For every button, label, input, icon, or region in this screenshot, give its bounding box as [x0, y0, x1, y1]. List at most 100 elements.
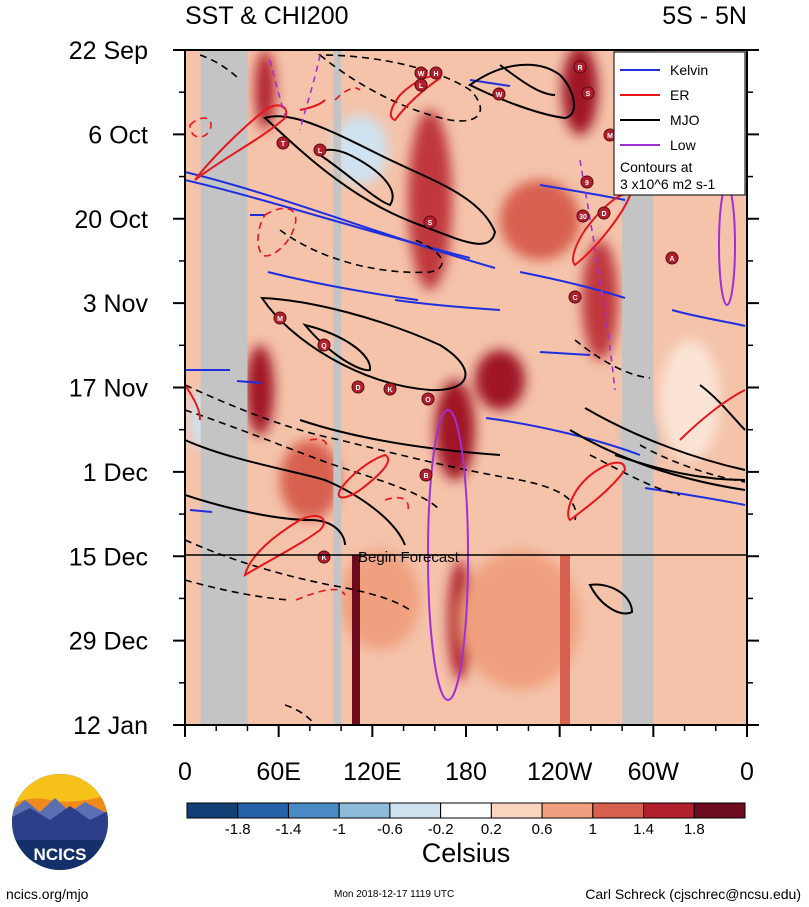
storm-symbol: D: [351, 380, 365, 394]
colorbar-bin: [237, 802, 289, 819]
storm-symbol: C: [568, 290, 582, 304]
y-tick-label: 22 Sep: [69, 37, 148, 65]
svg-text:Q: Q: [321, 343, 327, 350]
legend-note-line2: 3 x10^6 m2 s-1: [620, 176, 715, 192]
svg-text:M: M: [607, 133, 613, 140]
y-tick-label: 3 Nov: [83, 290, 149, 318]
kelvin-contours: [185, 79, 746, 513]
colorbar: -1.8 -1.4 -1 -0.6 -0.2 0.2 0.6 1 1.4 1.8: [186, 802, 746, 838]
legend-label: ER: [670, 87, 689, 103]
y-tick-label: 1 Dec: [83, 459, 148, 487]
x-tick-label: 0: [178, 758, 192, 786]
y-tick-label: 17 Nov: [69, 375, 149, 403]
storm-symbol: Q: [317, 338, 331, 352]
forecast-label: Begin Forecast: [358, 549, 460, 566]
y-tick-label: 15 Dec: [69, 543, 148, 571]
colorbar-bin: [287, 802, 340, 819]
svg-text:H: H: [433, 71, 438, 78]
legend-label: Kelvin: [670, 62, 708, 78]
colorbar-bin: [693, 802, 746, 819]
storm-symbol: M: [273, 311, 287, 325]
colorbar-tick-label: -1: [333, 821, 346, 838]
colorbar-label: Celsius: [422, 838, 511, 868]
storm-symbol: S: [423, 215, 437, 229]
x-tick-label: 60W: [628, 758, 680, 786]
colorbar-bin: [592, 802, 645, 819]
x-tick-label: 120E: [343, 758, 401, 786]
svg-text:T: T: [281, 141, 286, 148]
region-label: 5S - 5N: [662, 2, 747, 30]
footer-author: Carl Schreck (cjschrec@ncsu.edu): [585, 886, 801, 902]
er-contours: [185, 75, 746, 578]
chart-title: SST & CHI200: [185, 2, 349, 30]
storm-symbol: K: [383, 382, 397, 396]
storm-symbol: L: [313, 143, 327, 157]
svg-text:L: L: [419, 83, 424, 90]
storm-symbol: K: [317, 550, 331, 564]
x-tick-label: 120W: [527, 758, 593, 786]
storm-symbol: L: [414, 78, 428, 92]
svg-text:K: K: [321, 555, 326, 562]
storm-symbol: B: [419, 468, 433, 482]
svg-text:K: K: [387, 387, 392, 394]
x-tick-label: 60E: [256, 758, 300, 786]
storm-symbol: S: [581, 86, 595, 100]
y-tick-label: 29 Dec: [69, 628, 148, 656]
colorbar-tick-label: 1: [589, 821, 597, 838]
y-tick-label: 12 Jan: [73, 712, 148, 740]
svg-text:D: D: [601, 211, 606, 218]
storm-symbol: W: [492, 87, 506, 101]
storm-symbol: R: [573, 60, 587, 74]
colorbar-tick-label: 1.4: [633, 821, 654, 838]
storm-symbol: W: [414, 66, 428, 80]
legend: Kelvin ER MJO Low Contours at 3 x10^6 m2 s-…: [613, 51, 746, 196]
er-dashed-contours: [189, 87, 410, 601]
colorbar-tick-label: 0.6: [532, 821, 553, 838]
land-band: [200, 50, 248, 725]
legend-label: MJO: [670, 112, 700, 128]
x-tick-label: 0: [740, 758, 754, 786]
mjo-contours: [185, 63, 746, 615]
svg-text:C: C: [572, 295, 577, 302]
colorbar-bin: [440, 802, 492, 819]
svg-text:A: A: [669, 256, 674, 263]
colorbar-tick-label: -0.6: [377, 821, 403, 838]
svg-text:M: M: [277, 316, 283, 323]
storm-symbol: O: [421, 392, 435, 406]
storm-symbol: A: [665, 251, 679, 265]
svg-text:D: D: [355, 385, 360, 392]
x-tick-label: 180: [445, 758, 487, 786]
storm-symbol: T: [276, 136, 290, 150]
colorbar-bin: [643, 802, 695, 819]
y-tick-label: 20 Oct: [74, 206, 148, 234]
colorbar-bin: [490, 802, 543, 819]
svg-text:W: W: [418, 71, 425, 78]
svg-text:R: R: [577, 65, 582, 72]
svg-text:S: S: [428, 220, 433, 227]
colorbar-tick-label: 0.2: [481, 821, 502, 838]
svg-text:30: 30: [579, 214, 587, 221]
land-band: [333, 50, 342, 725]
colorbar-bin: [186, 802, 239, 819]
footer-url[interactable]: ncics.org/mjo: [6, 886, 89, 902]
colorbar-tick-label: -1.4: [276, 821, 302, 838]
svg-text:NCICS: NCICS: [34, 845, 87, 864]
legend-note-line1: Contours at: [620, 159, 692, 175]
storm-symbol: D: [597, 206, 611, 220]
colorbar-bin: [541, 802, 594, 819]
colorbar-tick-label: -0.2: [428, 821, 454, 838]
svg-text:9: 9: [585, 180, 589, 187]
svg-text:S: S: [586, 91, 591, 98]
y-tick-label: 6 Oct: [88, 121, 148, 149]
svg-text:B: B: [423, 473, 428, 480]
svg-text:W: W: [496, 92, 503, 99]
ncics-logo: NCICS: [12, 774, 108, 870]
svg-text:L: L: [318, 148, 323, 155]
colorbar-tick-label: -1.8: [225, 821, 251, 838]
colorbar-tick-label: 1.8: [684, 821, 705, 838]
footer-timestamp: Mon 2018-12-17 1119 UTC: [334, 889, 455, 900]
storm-symbol: H: [429, 66, 443, 80]
storm-symbol: 30: [576, 209, 590, 223]
